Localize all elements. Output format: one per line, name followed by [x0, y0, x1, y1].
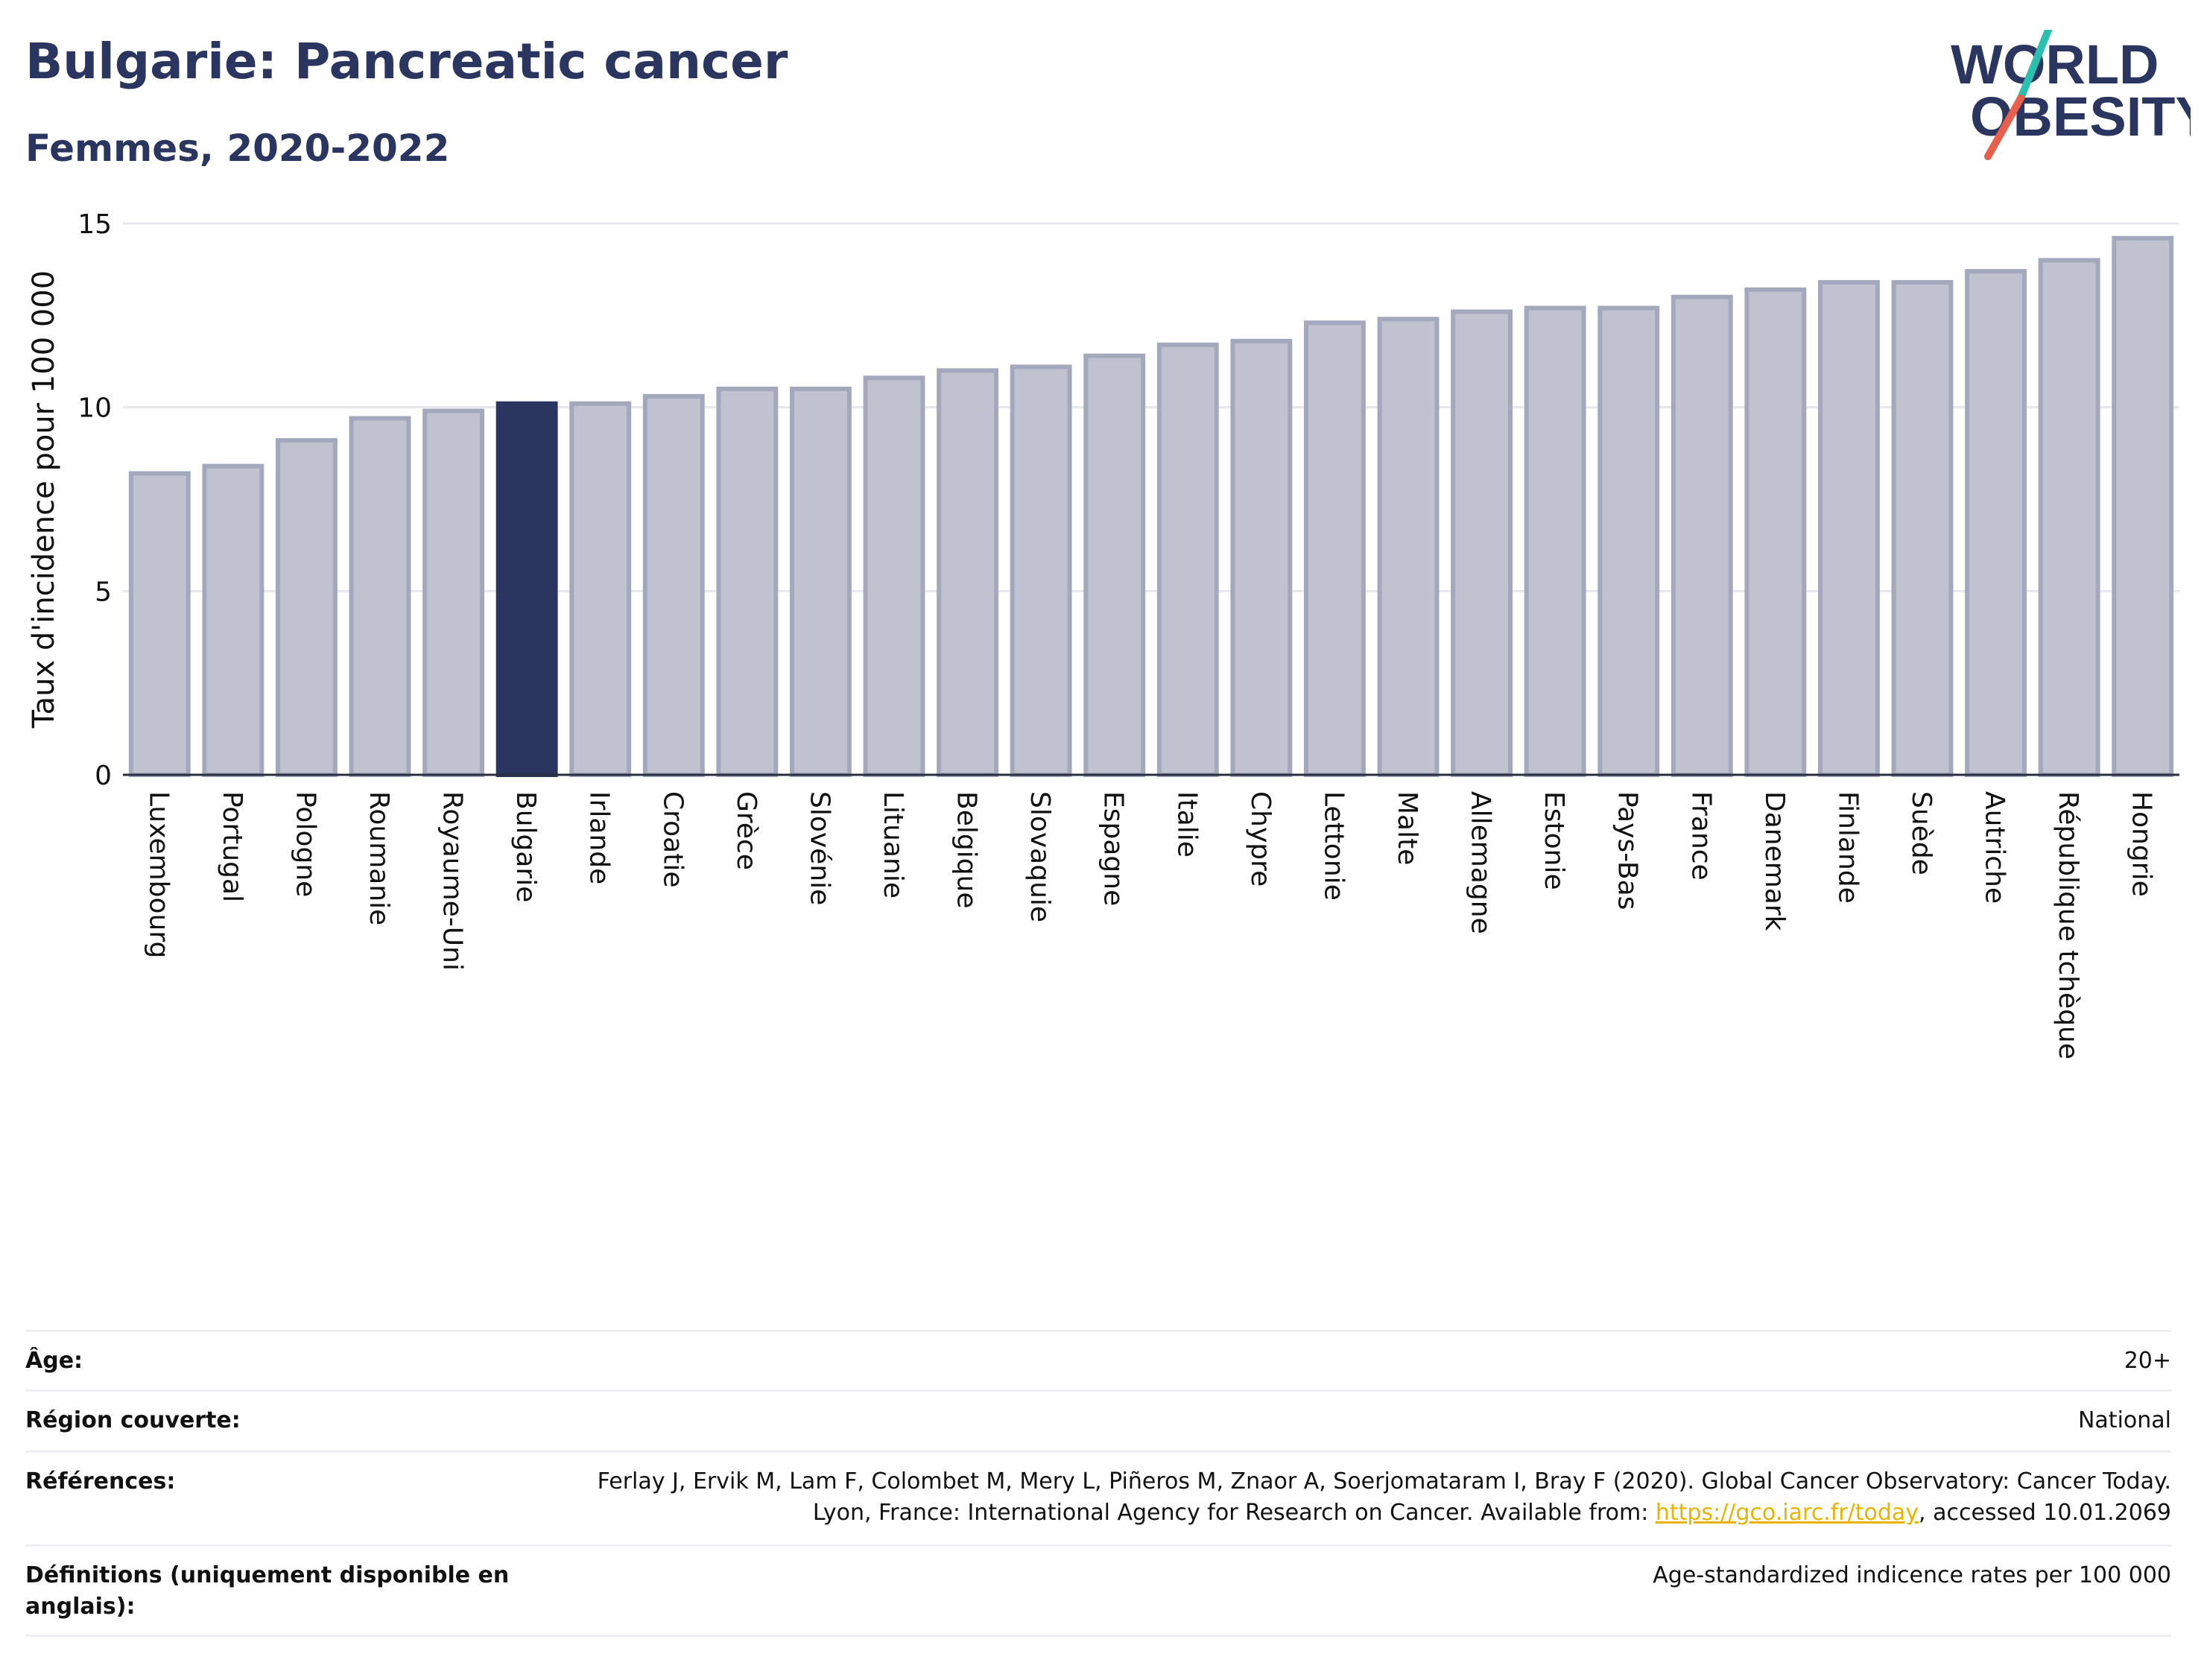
meta-value-references: Ferlay J, Ervik M, Lam F, Colombet M, Me… [569, 1466, 2171, 1529]
meta-label-age: Âge: [25, 1348, 83, 1374]
x-tick-label: Chypre [1245, 791, 1276, 887]
y-tick-label: 5 [95, 577, 112, 607]
x-tick-label: Allemagne [1466, 791, 1496, 934]
y-tick-label: 15 [77, 209, 112, 240]
logo-line1: WORLD [1951, 34, 2159, 95]
chart-title: Bulgarie: Pancreatic cancer [25, 33, 788, 90]
bar-roumanie [349, 416, 411, 777]
x-tick-label: République tchèque [2053, 791, 2083, 1059]
bar-grèce [716, 387, 779, 777]
x-tick-label: Bulgarie [510, 791, 541, 902]
x-tick-label: Italie [1171, 791, 1202, 858]
bar-irlande [569, 401, 632, 777]
x-tick-label: Portugal [217, 791, 247, 902]
metadata-table: Âge: 20+ Région couverte: National Référ… [25, 1330, 2171, 1637]
bar-autriche [1965, 269, 2027, 777]
meta-row-references: Références: Ferlay J, Ervik M, Lam F, Co… [25, 1451, 2171, 1544]
references-accessed: , accessed 10.01.2069 [1919, 1500, 2171, 1526]
bar-lettonie [1303, 320, 1366, 777]
x-tick-label: Malte [1392, 791, 1422, 865]
chart-subtitle: Femmes, 2020-2022 [25, 127, 450, 170]
x-tick-label: Danemark [1759, 791, 1790, 931]
y-tick-label: 10 [77, 393, 112, 424]
x-tick-label: Espagne [1098, 791, 1129, 906]
meta-label-definitions: Définitions (uniquement disponible en an… [25, 1562, 510, 1620]
x-tick-label: Lituanie [878, 791, 908, 898]
bar-belgique [937, 368, 999, 778]
bar-croatie [642, 393, 705, 777]
references-link[interactable]: https://gco.iarc.fr/today [1655, 1500, 1919, 1526]
x-tick-label: Roumanie [364, 791, 394, 925]
bar-espagne [1083, 353, 1146, 778]
logo-slash-red [1984, 95, 2024, 160]
x-tick-label: Luxembourg [143, 791, 174, 958]
x-tick-label: Belgique [951, 791, 982, 909]
bar-pays-bas [1597, 305, 1660, 777]
x-tick-label: Croatie [657, 791, 688, 888]
bar-chypre [1230, 338, 1293, 778]
x-tick-label: Irlande [584, 791, 615, 884]
logo-slash-teal [2017, 30, 2053, 102]
bar-allemagne [1451, 309, 1513, 777]
x-tick-label: Pays-Bas [1612, 791, 1643, 910]
x-tick-label: Grèce [731, 791, 761, 870]
bar-france [1671, 294, 1733, 777]
meta-row-age: Âge: 20+ [25, 1330, 2171, 1389]
meta-row-region: Région couverte: National [25, 1389, 2171, 1451]
bar-slovaquie [1010, 364, 1072, 777]
x-tick-label: Slovaquie [1025, 791, 1055, 922]
bar-estonie [1524, 305, 1586, 777]
bar-slovénie [789, 387, 852, 777]
x-tick-label: Lettonie [1318, 791, 1349, 901]
bar-suède [1891, 279, 1954, 777]
x-tick-label: Hongrie [2127, 791, 2157, 897]
y-tick-label: 0 [95, 761, 112, 791]
bar-république-tchèque [2038, 258, 2100, 778]
x-tick-label: Finlande [1832, 791, 1863, 904]
x-tick-label: Estonie [1539, 791, 1569, 890]
meta-value-region: National [2077, 1407, 2171, 1433]
meta-label-region: Région couverte: [25, 1407, 241, 1433]
meta-row-definitions: Définitions (uniquement disponible en an… [25, 1544, 2171, 1637]
bar-luxembourg [128, 471, 191, 777]
world-obesity-logo: WORLD OBESITY [1951, 30, 2191, 160]
x-tick-label: Slovénie [804, 791, 835, 905]
bar-lituanie [863, 375, 925, 777]
y-axis-title: Taux d'incidence pour 100 000 [27, 270, 61, 729]
bar-portugal [202, 463, 265, 777]
meta-value-definitions: Age-standardized indicence rates per 100… [1653, 1562, 2171, 1588]
x-tick-label: Pologne [290, 791, 320, 897]
x-tick-label: France [1685, 791, 1716, 881]
x-tick-label: Suède [1906, 791, 1937, 875]
bar-hongrie [2112, 235, 2174, 777]
references-text: Ferlay J, Ervik M, Lam F, Colombet M, Me… [597, 1468, 2171, 1526]
bar-pologne [275, 438, 338, 777]
bar-danemark [1744, 287, 1807, 777]
bar-finlande [1817, 279, 1880, 777]
bar-italie [1156, 342, 1219, 777]
meta-label-references: Références: [25, 1468, 176, 1494]
meta-value-age: 20+ [2124, 1348, 2171, 1374]
bar-royaume-uni [422, 408, 485, 777]
bar-bulgarie [495, 401, 558, 777]
x-tick-label: Autriche [1980, 791, 2010, 904]
x-tick-label: Royaume-Uni [437, 791, 468, 971]
bar-chart: 0 5 10 15 Taux d'incidence pour 100 000 Luxem… [27, 209, 2179, 1059]
bar-malte [1377, 317, 1440, 777]
